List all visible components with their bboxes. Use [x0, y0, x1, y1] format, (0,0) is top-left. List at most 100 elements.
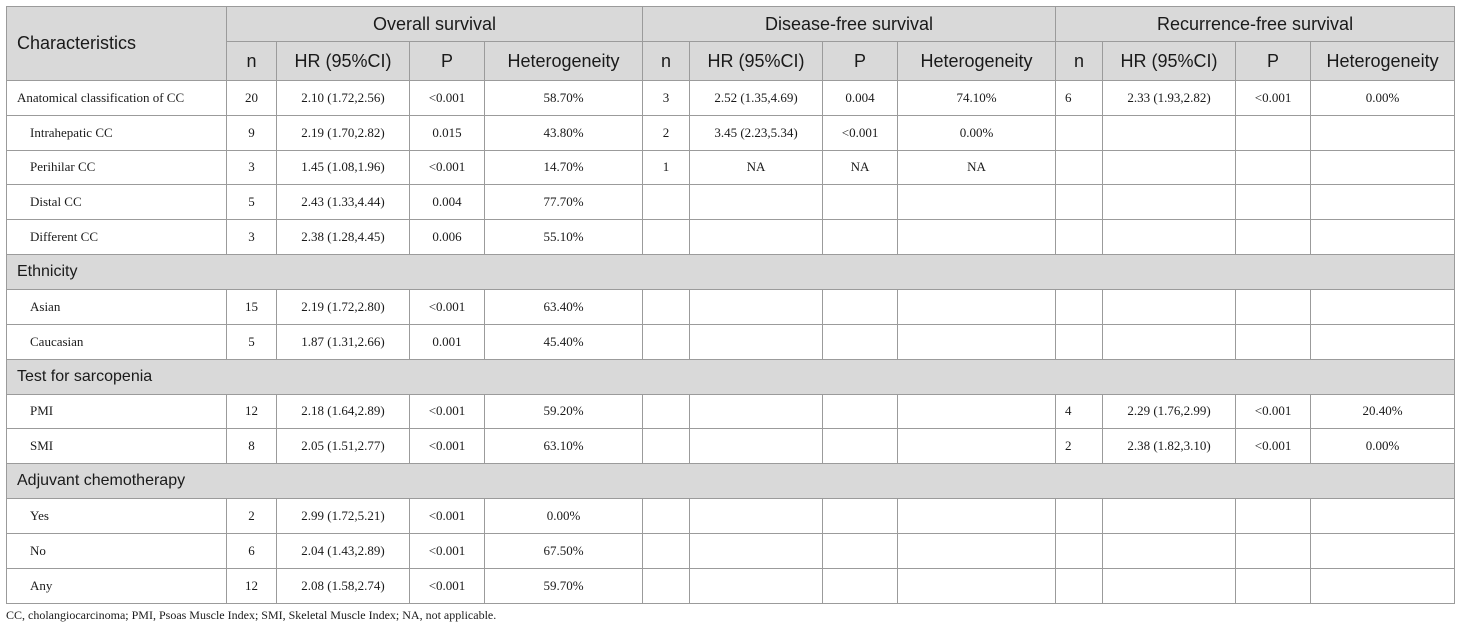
cell-dfs-hr	[689, 184, 824, 221]
cell-os-n: 6	[226, 532, 277, 569]
cell-os-n: 3	[226, 149, 277, 186]
cell-os-p: <0.001	[409, 288, 485, 325]
row-label: No	[6, 532, 227, 569]
cell-os-hr: 2.04 (1.43,2.89)	[276, 532, 410, 569]
cell-dfs-heterogeneity: NA	[897, 149, 1057, 186]
cell-os-p: <0.001	[409, 567, 485, 604]
cell-dfs-hr	[689, 323, 824, 360]
table-body: Anatomical classification of CC 20 2.10 (1…	[5, 80, 1456, 604]
cell-os-n: 2	[226, 498, 277, 534]
subheader-dfs-hr: HR (95%CI)	[689, 41, 824, 81]
cell-dfs-heterogeneity	[897, 393, 1057, 430]
cell-os-p: 0.015	[409, 114, 485, 151]
cell-os-n: 5	[226, 323, 277, 360]
cell-os-p: <0.001	[409, 393, 485, 430]
cell-dfs-n	[642, 428, 691, 465]
characteristics-header: Characteristics	[6, 6, 227, 81]
cell-rfs-n	[1055, 532, 1104, 569]
cell-rfs-n: 6	[1055, 80, 1104, 116]
cell-os-heterogeneity: 77.70%	[483, 184, 644, 221]
cell-os-hr: 2.18 (1.64,2.89)	[276, 393, 410, 430]
cell-os-heterogeneity: 58.70%	[483, 80, 644, 116]
cell-dfs-p	[822, 532, 899, 569]
cell-os-p: <0.001	[409, 80, 485, 116]
row-label: Intrahepatic CC	[6, 114, 227, 151]
cell-dfs-p	[822, 184, 899, 221]
cell-os-heterogeneity: 14.70%	[483, 149, 644, 186]
cell-rfs-hr	[1102, 323, 1237, 360]
cell-os-heterogeneity: 63.10%	[483, 428, 644, 465]
section-header-row: Test for sarcopenia	[5, 358, 1456, 395]
cell-dfs-hr	[689, 428, 824, 465]
subgroup-analysis-table: Characteristics Overall survival Disease…	[5, 6, 1456, 604]
cell-os-hr: 2.38 (1.28,4.45)	[276, 219, 410, 255]
cell-os-hr: 2.10 (1.72,2.56)	[276, 80, 410, 116]
cell-rfs-heterogeneity	[1310, 288, 1456, 325]
cell-dfs-hr	[689, 498, 824, 534]
cell-os-hr: 2.08 (1.58,2.74)	[276, 567, 410, 604]
cell-rfs-hr: 2.33 (1.93,2.82)	[1102, 80, 1237, 116]
cell-os-n: 9	[226, 114, 277, 151]
cell-os-hr: 2.43 (1.33,4.44)	[276, 184, 410, 221]
cell-dfs-p	[822, 567, 899, 604]
cell-dfs-p	[822, 323, 899, 360]
section-header-row: Ethnicity	[5, 253, 1456, 290]
cell-os-n: 12	[226, 393, 277, 430]
cell-os-heterogeneity: 0.00%	[483, 498, 644, 534]
cell-rfs-p: <0.001	[1235, 393, 1312, 430]
cell-dfs-p	[822, 498, 899, 534]
cell-os-heterogeneity: 63.40%	[483, 288, 644, 325]
cell-rfs-n	[1055, 149, 1104, 186]
cell-dfs-p: <0.001	[822, 114, 899, 151]
cell-os-hr: 1.87 (1.31,2.66)	[276, 323, 410, 360]
group-header-recurrence-free-survival: Recurrence-free survival	[1055, 6, 1456, 42]
table-row: Different CC 3 2.38 (1.28,4.45) 0.006 55.10%	[6, 219, 1456, 255]
cell-rfs-n	[1055, 288, 1104, 325]
cell-rfs-n	[1055, 567, 1104, 604]
cell-dfs-heterogeneity	[897, 428, 1057, 465]
cell-dfs-p: 0.004	[822, 80, 899, 116]
cell-rfs-p	[1235, 532, 1312, 569]
cell-dfs-hr: 2.52 (1.35,4.69)	[689, 80, 824, 116]
cell-rfs-hr: 2.29 (1.76,2.99)	[1102, 393, 1237, 430]
cell-dfs-heterogeneity	[897, 184, 1057, 221]
subheader-rfs-p: P	[1235, 41, 1312, 81]
cell-dfs-heterogeneity: 0.00%	[897, 114, 1057, 151]
table-row: Any 12 2.08 (1.58,2.74) <0.001 59.70%	[6, 567, 1456, 604]
row-label: PMI	[6, 393, 227, 430]
cell-os-hr: 1.45 (1.08,1.96)	[276, 149, 410, 186]
cell-dfs-heterogeneity	[897, 219, 1057, 255]
subheader-dfs-n: n	[642, 41, 691, 81]
row-label: Different CC	[6, 219, 227, 255]
cell-rfs-heterogeneity: 20.40%	[1310, 393, 1456, 430]
cell-rfs-heterogeneity	[1310, 323, 1456, 360]
cell-dfs-hr: 3.45 (2.23,5.34)	[689, 114, 824, 151]
table-row: Asian 15 2.19 (1.72,2.80) <0.001 63.40%	[6, 288, 1456, 325]
cell-rfs-hr	[1102, 532, 1237, 569]
cell-dfs-n	[642, 498, 691, 534]
cell-rfs-p	[1235, 184, 1312, 221]
section-header-row: Adjuvant chemotherapy	[5, 463, 1456, 500]
cell-rfs-hr	[1102, 149, 1237, 186]
cell-dfs-n: 2	[642, 114, 691, 151]
cell-dfs-n	[642, 532, 691, 569]
subheader-row: n HR (95%CI) P Heterogeneity n HR (95%CI) P Het…	[7, 41, 1456, 81]
table-row: SMI 8 2.05 (1.51,2.77) <0.001 63.10% 2 2.38 (1…	[6, 428, 1456, 465]
cell-dfs-n	[642, 184, 691, 221]
cell-os-p: 0.004	[409, 184, 485, 221]
cell-rfs-n: 2	[1055, 428, 1104, 465]
cell-dfs-hr	[689, 532, 824, 569]
cell-rfs-hr	[1102, 288, 1237, 325]
cell-dfs-n: 3	[642, 80, 691, 116]
cell-os-hr: 2.19 (1.70,2.82)	[276, 114, 410, 151]
cell-os-p: <0.001	[409, 498, 485, 534]
cell-os-heterogeneity: 55.10%	[483, 219, 644, 255]
cell-os-heterogeneity: 45.40%	[483, 323, 644, 360]
cell-rfs-n	[1055, 323, 1104, 360]
cell-rfs-p: <0.001	[1235, 80, 1312, 116]
table-row: Caucasian 5 1.87 (1.31,2.66) 0.001 45.40%	[6, 323, 1456, 360]
cell-rfs-heterogeneity	[1310, 498, 1456, 534]
cell-os-hr: 2.05 (1.51,2.77)	[276, 428, 410, 465]
cell-dfs-p	[822, 428, 899, 465]
cell-os-n: 5	[226, 184, 277, 221]
